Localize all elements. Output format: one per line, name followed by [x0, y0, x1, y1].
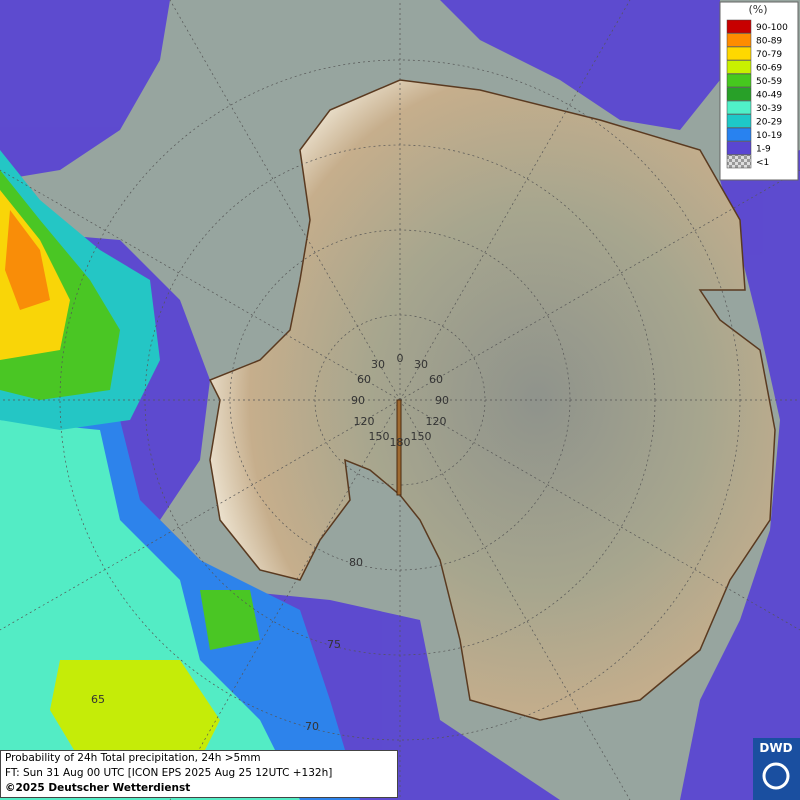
marker: [396, 399, 402, 496]
legend-label: <1: [756, 158, 769, 168]
legend-swatch: [726, 46, 752, 61]
legend-swatch: [726, 154, 752, 169]
longitude-label: 60: [429, 373, 443, 386]
legend-title: (%): [748, 3, 767, 16]
caption: Probability of 24h Total precipitation, …: [0, 750, 398, 798]
legend-label: 1-9: [756, 145, 771, 155]
legend-label: 50-59: [756, 77, 782, 87]
legend-swatch: [726, 87, 752, 101]
logo-text: DWD: [759, 741, 792, 755]
legend-swatch: [726, 141, 752, 155]
legend-label: 30-39: [756, 104, 782, 114]
latitude-label: 80: [349, 556, 363, 569]
longitude-label: 60: [357, 373, 371, 386]
logo: [753, 738, 800, 800]
legend-swatch: [726, 73, 752, 88]
caption-title: Probability of 24h Total precipitation, …: [5, 752, 261, 764]
longitude-label: 150: [369, 430, 390, 443]
longitude-label: 120: [354, 415, 375, 428]
legend-swatch: [726, 19, 752, 34]
legend-label: 40-49: [756, 91, 782, 101]
legend-swatch: [726, 114, 752, 128]
latitude-label: 65: [91, 693, 105, 706]
longitude-label: 180: [390, 436, 411, 449]
legend-swatch: [726, 33, 752, 47]
longitude-label: 0: [397, 352, 404, 365]
longitude-label: 90: [351, 394, 365, 407]
legend-label: 70-79: [756, 50, 782, 60]
longitude-label: 30: [371, 358, 385, 371]
longitude-label: 150: [411, 430, 432, 443]
legend-swatch: [726, 60, 752, 74]
caption-time: FT: Sun 31 Aug 00 UTC [ICON EPS 2025 Aug…: [5, 767, 333, 779]
legend-swatch: [726, 127, 752, 142]
legend-label: 60-69: [756, 64, 782, 74]
logo-icon: [762, 762, 790, 790]
longitude-label: 90: [435, 394, 449, 407]
latitude-label: 70: [305, 720, 319, 733]
legend-label: 20-29: [756, 118, 782, 128]
legend-label: 10-19: [756, 131, 782, 141]
caption-copyright: ©2025 Deutscher Wetterdienst: [5, 782, 191, 794]
longitude-label: 30: [414, 358, 428, 371]
legend-swatch: [726, 100, 752, 115]
latitude-label: 75: [327, 638, 341, 651]
legend-label: 90-100: [756, 23, 788, 33]
legend-label: 80-89: [756, 37, 782, 47]
longitude-label: 120: [426, 415, 447, 428]
